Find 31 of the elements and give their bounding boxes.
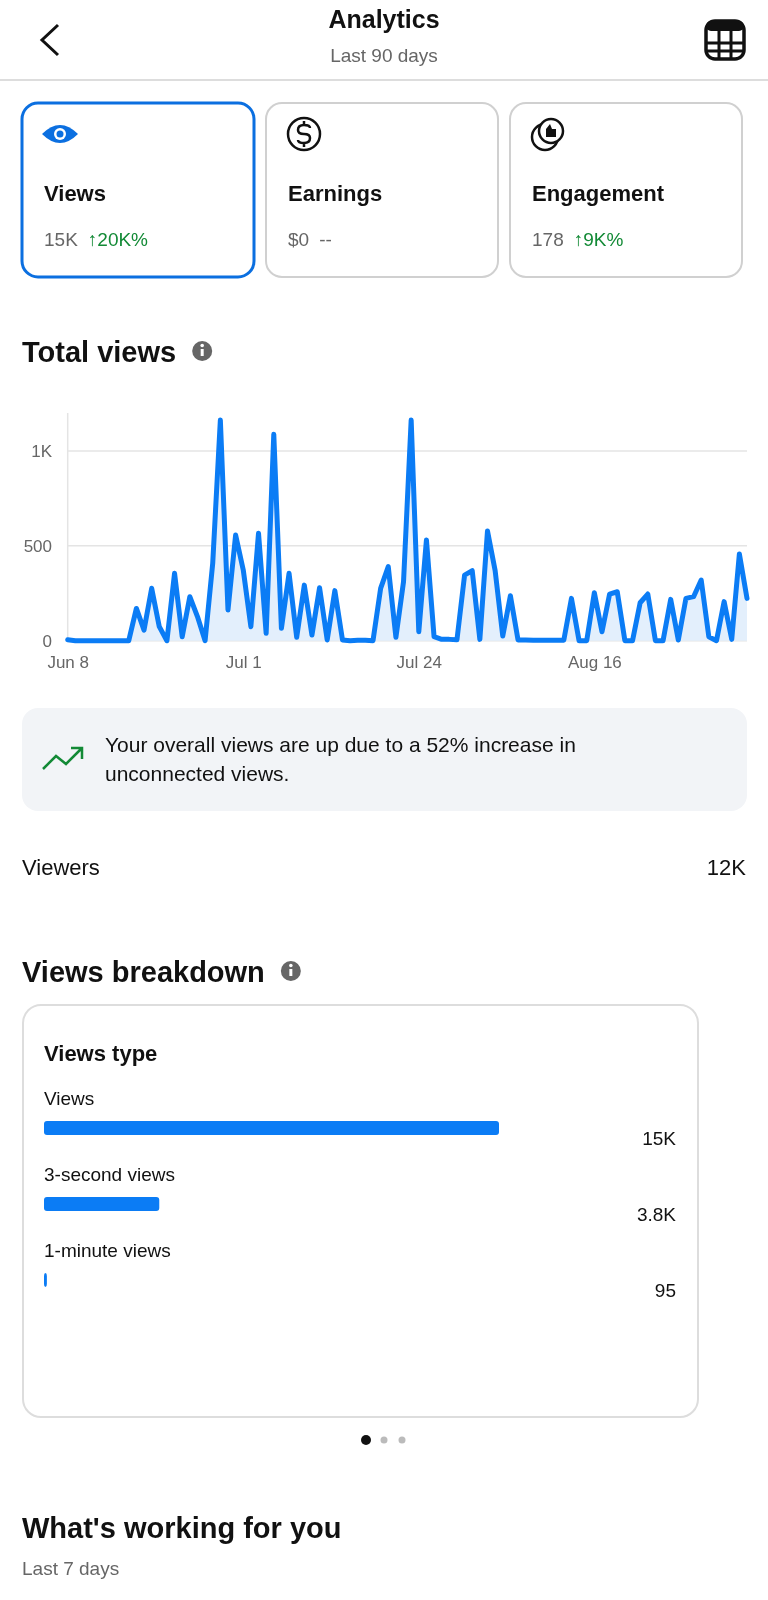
text: ↑20K% [87, 229, 149, 250]
text: Viewers [22, 855, 100, 880]
x-tick-label: Jul 24 [396, 653, 442, 672]
text: Analytics [328, 5, 440, 33]
chart-title: Total views [22, 336, 177, 368]
y-tick-label: 0 [42, 632, 52, 652]
data-label: 15K [642, 1128, 677, 1149]
text: Last 7 days [22, 1558, 120, 1579]
text: 15K [44, 229, 79, 250]
text: What's working for you [22, 1512, 342, 1544]
text: Your overall views are up due to a 52% increase in unconnected views. [105, 733, 576, 785]
y-tick-label: 1K [31, 442, 53, 462]
text: Engagement [532, 181, 665, 206]
x-tick-label: Jul 1 [225, 653, 262, 672]
x-tick-label: Aug 16 [567, 653, 622, 672]
y-tick-label: Views [44, 1088, 95, 1109]
x-tick-label: Jun 8 [47, 653, 89, 672]
text: Earnings [288, 181, 383, 206]
text: $0 [288, 229, 310, 250]
y-tick-label: 3-second views [44, 1164, 175, 1185]
text: 178 [532, 229, 564, 250]
text: -- [319, 229, 332, 250]
data-label: 95 [654, 1280, 676, 1301]
chart-subtitle: Views type [44, 1041, 158, 1066]
y-tick-label: 1-minute views [44, 1240, 171, 1261]
data-label: 3.8K [636, 1204, 677, 1225]
text: 12K [706, 855, 747, 880]
text: Last 90 days [330, 45, 438, 66]
text: ↑9K% [573, 229, 624, 250]
y-tick-label: 500 [23, 537, 52, 557]
chart-title: Views breakdown [22, 956, 265, 988]
